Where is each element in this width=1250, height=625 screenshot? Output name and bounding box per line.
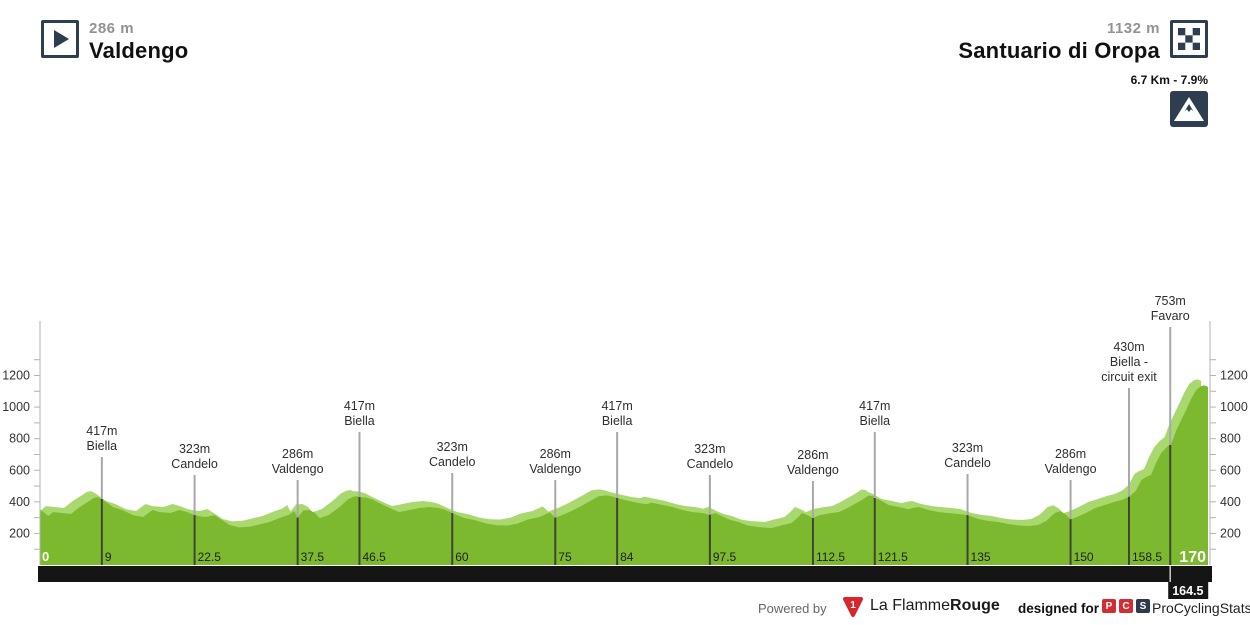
y-tick-label: 200 [9, 526, 30, 540]
y-tick-label: 800 [1220, 432, 1241, 446]
y-tick-label: 1200 [1220, 369, 1248, 383]
waypoint-label: 417m [86, 424, 117, 438]
start-km-label: 0 [42, 549, 49, 564]
waypoint-label: Biella [87, 439, 118, 453]
waypoint-label: Candelo [687, 457, 734, 471]
x-tick-label: 158.5 [1132, 550, 1162, 564]
waypoint-label: 286m [1055, 447, 1086, 461]
start-header: 286 m Valdengo [41, 20, 188, 64]
finish-name: Santuario di Oropa [958, 38, 1160, 63]
final-climb-stats: 6.7 Km - 7.9% [1130, 73, 1208, 87]
waypoint-label: Valdengo [787, 463, 839, 477]
pcs-letter-s: S [1136, 599, 1150, 613]
waypoint-label: 417m [344, 399, 375, 413]
designed-for-label: designed for [1018, 601, 1100, 616]
pcs-letter-p: P [1102, 599, 1116, 613]
waypoint-label: Valdengo [529, 462, 581, 476]
mountain-icon [1170, 91, 1208, 127]
lfr-name-regular: La Flamme [870, 597, 951, 614]
x-tick-label: 60 [455, 550, 469, 564]
waypoint-label: Valdengo [272, 462, 324, 476]
profile-area-dark [40, 385, 1208, 565]
x-tick-label: 37.5 [301, 550, 325, 564]
waypoint-label: 323m [437, 440, 468, 454]
play-icon [54, 30, 69, 48]
waypoint-label: Biella [602, 414, 633, 428]
y-tick-label: 600 [9, 463, 30, 477]
start-elevation: 286 m [89, 20, 135, 37]
y-tick-label: 200 [1220, 526, 1241, 540]
waypoint-label: Candelo [171, 457, 218, 471]
x-tick-label: 150 [1074, 550, 1094, 564]
y-tick-label: 400 [1220, 495, 1241, 509]
waypoint-label: 286m [797, 448, 828, 462]
la-flamme-rouge-icon[interactable]: 1 [841, 595, 865, 619]
y-tick-label: 1000 [1220, 400, 1248, 414]
x-axis-bar [38, 566, 1212, 582]
waypoint-label: 417m [859, 399, 890, 413]
profile-area-light [40, 379, 1201, 565]
waypoint-label: Candelo [429, 455, 476, 469]
y-tick-label: 1200 [2, 369, 30, 383]
waypoint-label: 286m [282, 447, 313, 461]
waypoint-label: Valdengo [1045, 462, 1097, 476]
la-flamme-rouge-wordmark[interactable]: La FlammeRouge [870, 597, 1000, 615]
waypoint-label: Biella [344, 414, 375, 428]
pcs-letter-c: C [1119, 599, 1133, 613]
x-tick-label: 46.5 [362, 550, 386, 564]
start-name: Valdengo [89, 38, 189, 63]
finish-elevation: 1132 m [1106, 20, 1160, 37]
y-tick-label: 800 [9, 432, 30, 446]
y-tick-label: 400 [9, 495, 30, 509]
finish-header: 1132 m Santuario di Oropa [958, 20, 1208, 64]
finish-km-label: 170 [1179, 549, 1206, 566]
checkered-flag-icon [1178, 28, 1200, 50]
x-tick-label: 9 [105, 550, 112, 564]
footer: Powered by 1 La FlammeRouge designed for… [0, 592, 1250, 625]
finish-flag-icon [1170, 20, 1208, 58]
x-tick-label: 75 [558, 550, 572, 564]
x-tick-label: 135 [971, 550, 991, 564]
waypoint-label: 753m [1155, 294, 1186, 308]
waypoint-label: 430m [1113, 340, 1144, 354]
x-tick-label: 22.5 [198, 550, 222, 564]
waypoint-label: 286m [540, 447, 571, 461]
y-tick-label: 1000 [2, 400, 30, 414]
waypoint-label: 323m [694, 442, 725, 456]
svg-text:1: 1 [850, 600, 856, 611]
waypoint-label: 323m [179, 442, 210, 456]
waypoint-label: Biella [859, 414, 890, 428]
start-flag-icon [41, 20, 79, 58]
pcs-icon[interactable]: P C S [1102, 599, 1150, 613]
waypoint-label: Favaro [1151, 309, 1190, 323]
powered-by-label: Powered by [758, 601, 827, 616]
x-tick-label: 112.5 [816, 550, 845, 564]
pcs-wordmark[interactable]: ProCyclingStats [1152, 600, 1250, 616]
waypoint-label: Biella - [1110, 355, 1148, 369]
waypoint-label: Candelo [944, 456, 991, 470]
x-tick-label: 97.5 [713, 550, 737, 564]
waypoint-label: 417m [601, 399, 632, 413]
waypoint-label: 323m [952, 441, 983, 455]
x-tick-label: 84 [620, 550, 634, 564]
x-tick-label: 121.5 [878, 550, 908, 564]
y-tick-label: 600 [1220, 463, 1241, 477]
waypoint-label: circuit exit [1101, 370, 1157, 384]
lfr-name-bold: Rouge [950, 597, 1000, 614]
